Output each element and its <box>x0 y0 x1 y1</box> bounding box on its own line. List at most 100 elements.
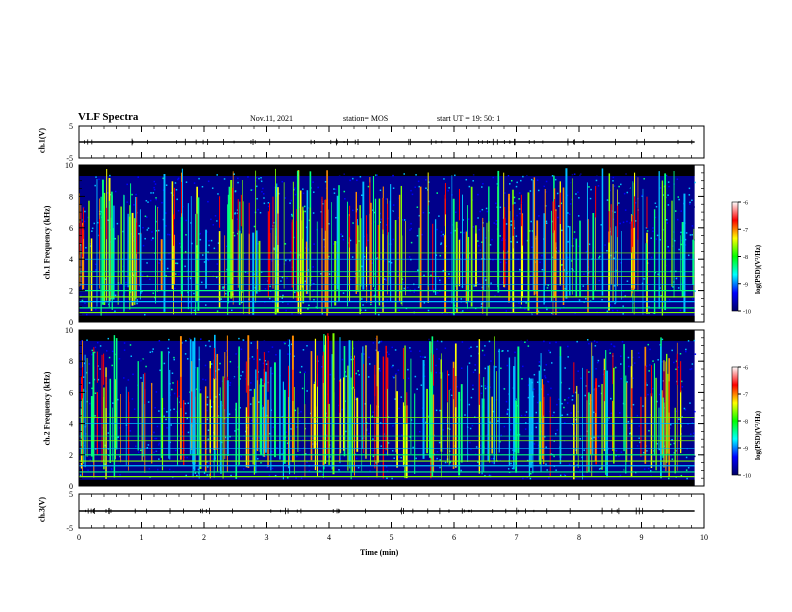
psd-cell <box>104 463 106 465</box>
psd-cell <box>504 187 506 190</box>
psd-cell <box>694 455 696 458</box>
psd-cell <box>236 238 239 240</box>
psd-cell <box>687 298 689 301</box>
x-tick-label: 4 <box>327 533 331 542</box>
psd-cell <box>519 419 522 421</box>
psd-cell <box>454 229 457 232</box>
psd-cell <box>393 457 395 459</box>
psd-cell <box>380 263 382 265</box>
psd-cell <box>349 179 351 182</box>
psd-cell <box>648 306 650 308</box>
psd-cell <box>174 449 177 452</box>
psd-cell <box>608 348 610 350</box>
psd-cell <box>273 247 275 250</box>
psd-cell <box>476 395 479 397</box>
psd-cell <box>555 434 557 436</box>
psd-cell <box>308 470 311 472</box>
psd-cell <box>533 443 536 445</box>
colorbar-tick-label: -8 <box>743 255 748 261</box>
psd-cell <box>392 364 394 367</box>
psd-cell <box>626 415 628 417</box>
x-tick-label: 8 <box>577 533 581 542</box>
psd-cell <box>371 415 374 418</box>
psd-cell <box>677 366 679 368</box>
y-tick-label: -5 <box>66 154 73 163</box>
psd-cell <box>418 214 421 217</box>
psd-cell <box>514 255 516 258</box>
psd-cell <box>236 232 239 235</box>
psd-cell <box>235 210 237 213</box>
psd-cell <box>165 275 167 277</box>
psd-cell <box>689 368 691 371</box>
psd-cell <box>196 457 199 459</box>
psd-cell <box>265 363 268 365</box>
y-tick-label: 5 <box>69 490 73 499</box>
psd-cell <box>573 371 576 373</box>
psd-cell <box>670 423 672 426</box>
psd-cell <box>153 451 155 454</box>
psd-cell <box>393 376 395 379</box>
psd-cell <box>511 402 513 404</box>
psd-cell <box>692 285 694 288</box>
colorbar-tick-label: -9 <box>743 282 748 288</box>
psd-cell <box>615 454 617 457</box>
psd-cell <box>516 214 518 217</box>
psd-cell <box>627 406 629 409</box>
psd-cell <box>449 411 451 414</box>
psd-cell <box>439 279 441 282</box>
psd-cell <box>643 301 645 303</box>
psd-cell <box>647 467 650 470</box>
psd-cell <box>80 222 83 224</box>
psd-cell <box>616 271 618 273</box>
psd-cell <box>344 198 346 200</box>
psd-cell <box>94 184 96 187</box>
psd-cell <box>454 247 457 249</box>
psd-cell <box>223 178 226 180</box>
psd-cell <box>285 309 287 312</box>
psd-cell <box>116 222 119 225</box>
psd-cell <box>150 192 152 194</box>
psd-cell <box>561 175 563 178</box>
psd-cell <box>125 281 127 284</box>
psd-cell <box>363 409 366 411</box>
psd-cell <box>474 252 476 255</box>
psd-cell <box>656 442 658 445</box>
psd-cell <box>220 298 222 300</box>
psd-cell <box>321 203 324 205</box>
y-tick-label: 8 <box>69 357 73 366</box>
psd-cell <box>310 259 313 262</box>
psd-cell <box>167 347 169 350</box>
psd-cell <box>566 194 569 197</box>
psd-cell <box>490 279 492 281</box>
psd-cell <box>306 390 308 392</box>
psd-cell <box>656 462 658 465</box>
psd-cell <box>477 193 479 196</box>
psd-cell <box>257 401 260 403</box>
psd-cell <box>124 291 126 294</box>
psd-cell <box>357 340 360 343</box>
psd-cell <box>657 237 659 240</box>
psd-cell <box>400 476 403 479</box>
psd-cell <box>681 386 684 388</box>
psd-cell <box>207 438 209 440</box>
psd-cell <box>410 176 412 178</box>
psd-cell <box>578 299 581 301</box>
psd-cell <box>480 190 482 193</box>
x-tick-label: 5 <box>390 533 394 542</box>
psd-cell <box>438 236 440 239</box>
psd-cell <box>300 365 303 368</box>
psd-cell <box>633 342 635 344</box>
psd-cell <box>433 290 435 293</box>
psd-cell <box>408 256 411 258</box>
psd-cell <box>548 230 550 232</box>
psd-cell <box>549 351 552 354</box>
psd-cell <box>673 239 676 242</box>
psd-cell <box>510 212 513 215</box>
psd-cell <box>410 350 412 353</box>
psd-cell <box>310 279 313 281</box>
psd-cell <box>379 221 381 223</box>
psd-cell <box>585 385 588 387</box>
psd-cell <box>463 230 466 232</box>
psd-cell <box>529 190 532 192</box>
psd-cell <box>435 371 437 374</box>
